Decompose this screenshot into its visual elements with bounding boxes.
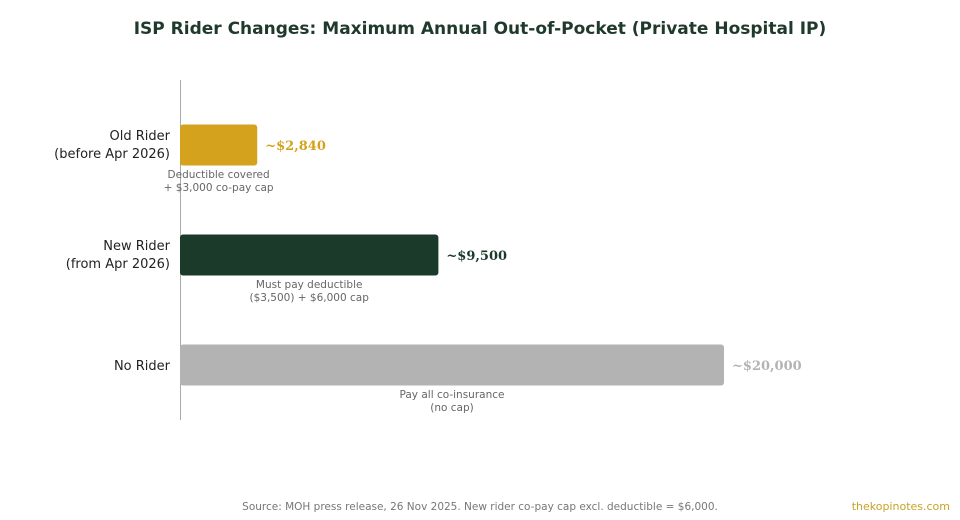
value-label-2: ~$20,000 [732, 359, 802, 374]
bar-note-line: + $3,000 co-pay cap [164, 182, 274, 194]
category-label-1: New Rider (from Apr 2026) [66, 239, 171, 272]
category-label-line: (before Apr 2026) [54, 147, 170, 162]
bar-note-1: Must pay deductible ($3,500) + $6,000 cap [250, 279, 370, 304]
category-label-line: No Rider [114, 359, 171, 374]
bar-note-line: (no cap) [430, 402, 473, 414]
value-label-1: ~$9,500 [446, 249, 507, 264]
bar-note-2: Pay all co-insurance (no cap) [400, 389, 505, 414]
bar-note-0: Deductible covered + $3,000 co-pay cap [164, 169, 274, 194]
category-label-0: Old Rider (before Apr 2026) [54, 129, 170, 162]
value-label-0: ~$2,840 [265, 139, 326, 154]
bar-note-line: Pay all co-insurance [400, 389, 505, 401]
category-label-line: New Rider [103, 239, 170, 254]
category-label-2: No Rider [114, 359, 171, 374]
chart-title: ISP Rider Changes: Maximum Annual Out-of… [134, 19, 827, 39]
source-note: Source: MOH press release, 26 Nov 2025. … [242, 501, 718, 513]
bars-layer: Old Rider (before Apr 2026) ~$2,840 Deducti… [54, 124, 802, 414]
bar-0 [180, 124, 258, 166]
bar-note-line: Deductible covered [168, 169, 270, 181]
bar-note-line: Must pay deductible [256, 279, 363, 291]
bar-2 [180, 344, 724, 386]
category-label-line: Old Rider [110, 129, 171, 144]
bar-1 [180, 234, 439, 276]
bar-note-line: ($3,500) + $6,000 cap [250, 292, 370, 304]
category-label-line: (from Apr 2026) [66, 257, 170, 272]
brand-watermark: thekopinotes.com [852, 500, 950, 513]
